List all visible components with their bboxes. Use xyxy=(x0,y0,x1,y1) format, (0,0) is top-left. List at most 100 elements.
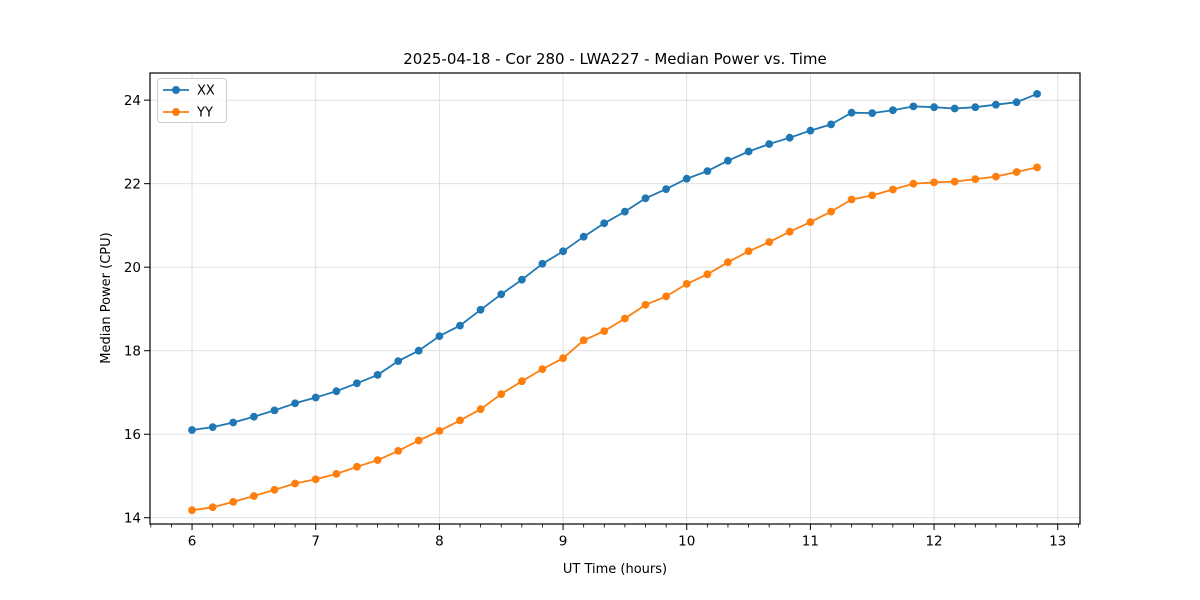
series-yy-marker xyxy=(250,492,258,500)
series-yy-marker xyxy=(600,327,609,335)
series-xx-marker xyxy=(229,418,238,427)
x-tick-label: 7 xyxy=(311,534,320,550)
series-xx-marker xyxy=(930,103,938,112)
series-xx-marker xyxy=(435,332,444,340)
series-yy-marker xyxy=(291,479,299,488)
series-yy-marker xyxy=(950,177,959,186)
x-axis-label: UT Time (hours) xyxy=(563,562,667,577)
series-xx-marker xyxy=(827,120,835,129)
series-xx-marker xyxy=(579,232,588,241)
x-tick-label: 8 xyxy=(435,534,444,550)
series-xx-marker xyxy=(662,185,670,194)
series-xx-marker xyxy=(703,167,712,176)
series-xx-marker xyxy=(291,399,299,408)
series-yy-marker xyxy=(579,336,588,345)
series-yy-marker xyxy=(414,436,423,445)
x-tick-label: 13 xyxy=(1049,534,1066,550)
series-xx-marker xyxy=(621,207,629,216)
series-yy-line xyxy=(191,166,1038,512)
series-xx-marker xyxy=(497,290,506,299)
series-yy-marker xyxy=(311,475,320,484)
y-tick-label: 20 xyxy=(124,260,141,276)
series-xx-marker xyxy=(682,174,691,183)
legend: XX YY xyxy=(157,78,227,123)
series-xx-marker xyxy=(1012,98,1021,107)
series-yy-marker xyxy=(682,280,691,288)
grid-lines xyxy=(150,73,1080,524)
series-xx-marker xyxy=(270,406,279,415)
x-tick-label: 9 xyxy=(559,534,568,550)
series-yy-marker xyxy=(971,175,980,184)
series-xx-line xyxy=(191,93,1038,431)
legend-box xyxy=(157,78,227,123)
series-yy-marker xyxy=(641,300,650,309)
series-xx-marker xyxy=(414,346,423,355)
series-yy-marker xyxy=(188,506,196,515)
series-xx-marker xyxy=(889,106,897,115)
series-yy-marker xyxy=(332,470,341,478)
x-tick-label: 11 xyxy=(802,534,819,550)
legend-marker-xx xyxy=(172,86,180,94)
x-tick-label: 12 xyxy=(925,534,942,550)
series-xx-marker xyxy=(765,140,774,148)
series-yy-marker xyxy=(456,416,464,425)
series-xx-marker xyxy=(311,393,320,402)
series-yy-marker xyxy=(373,456,382,464)
series-yy-marker xyxy=(353,462,361,471)
series-xx-marker xyxy=(250,412,258,421)
series-yy-marker xyxy=(1033,163,1041,172)
x-tick-label: 10 xyxy=(678,534,695,550)
series-xx-marker xyxy=(868,109,877,117)
legend-label-xx: XX xyxy=(197,84,215,99)
series-xx-marker xyxy=(600,219,609,228)
series-yy-marker xyxy=(703,270,712,279)
series-xx-marker xyxy=(744,147,753,156)
series-xx-marker xyxy=(559,247,567,256)
series-yy-marker xyxy=(724,258,732,267)
series-yy-marker xyxy=(765,238,774,247)
series-xx-marker xyxy=(847,108,856,117)
y-tick-label: 24 xyxy=(124,93,141,109)
series-yy-marker xyxy=(621,314,629,323)
series-xx-marker xyxy=(909,102,918,111)
y-tick-label: 14 xyxy=(124,511,141,527)
series-yy-marker xyxy=(518,377,526,386)
tick-labels: 6 7 8 9 10 11 12 13 14 16 18 20 22 24 xyxy=(124,93,1067,550)
series-xx-marker xyxy=(971,103,980,112)
series-yy-marker xyxy=(662,292,670,301)
chart-title: 2025-04-18 - Cor 280 - LWA227 - Median P… xyxy=(403,50,827,68)
series-yy-marker xyxy=(847,195,856,204)
series-yy-marker xyxy=(538,365,547,373)
series-yy-marker xyxy=(992,172,1000,181)
series-xx-marker xyxy=(373,371,382,379)
series-yy-marker xyxy=(229,498,238,506)
series-yy-marker xyxy=(868,191,877,200)
legend-marker-yy xyxy=(172,108,180,116)
series-xx-marker xyxy=(456,321,464,330)
axis-ticks xyxy=(144,99,1079,530)
y-tick-label: 22 xyxy=(124,176,141,192)
series-yy-marker xyxy=(208,503,217,512)
y-tick-label: 16 xyxy=(124,427,141,443)
series-yy-marker xyxy=(909,179,918,188)
series-xx-marker xyxy=(950,104,959,113)
y-tick-label: 18 xyxy=(124,343,141,359)
series-xx-marker xyxy=(724,156,732,165)
series-yy-marker xyxy=(827,207,835,216)
series-yy-marker xyxy=(435,427,444,435)
series-yy-marker xyxy=(394,447,403,455)
series-yy-marker xyxy=(744,247,753,256)
series-yy-marker xyxy=(270,485,279,494)
legend-item-yy: YY xyxy=(163,106,213,121)
series-xx-marker xyxy=(806,126,815,135)
series-xx-marker xyxy=(332,387,341,396)
series-xx-marker xyxy=(476,305,485,314)
legend-item-xx: XX xyxy=(163,84,215,99)
series-yy-marker xyxy=(559,354,567,363)
series-xx-marker xyxy=(538,259,547,268)
y-axis-label: Median Power (CPU) xyxy=(99,232,114,363)
legend-label-yy: YY xyxy=(196,106,213,121)
series-xx-marker xyxy=(1033,90,1041,98)
